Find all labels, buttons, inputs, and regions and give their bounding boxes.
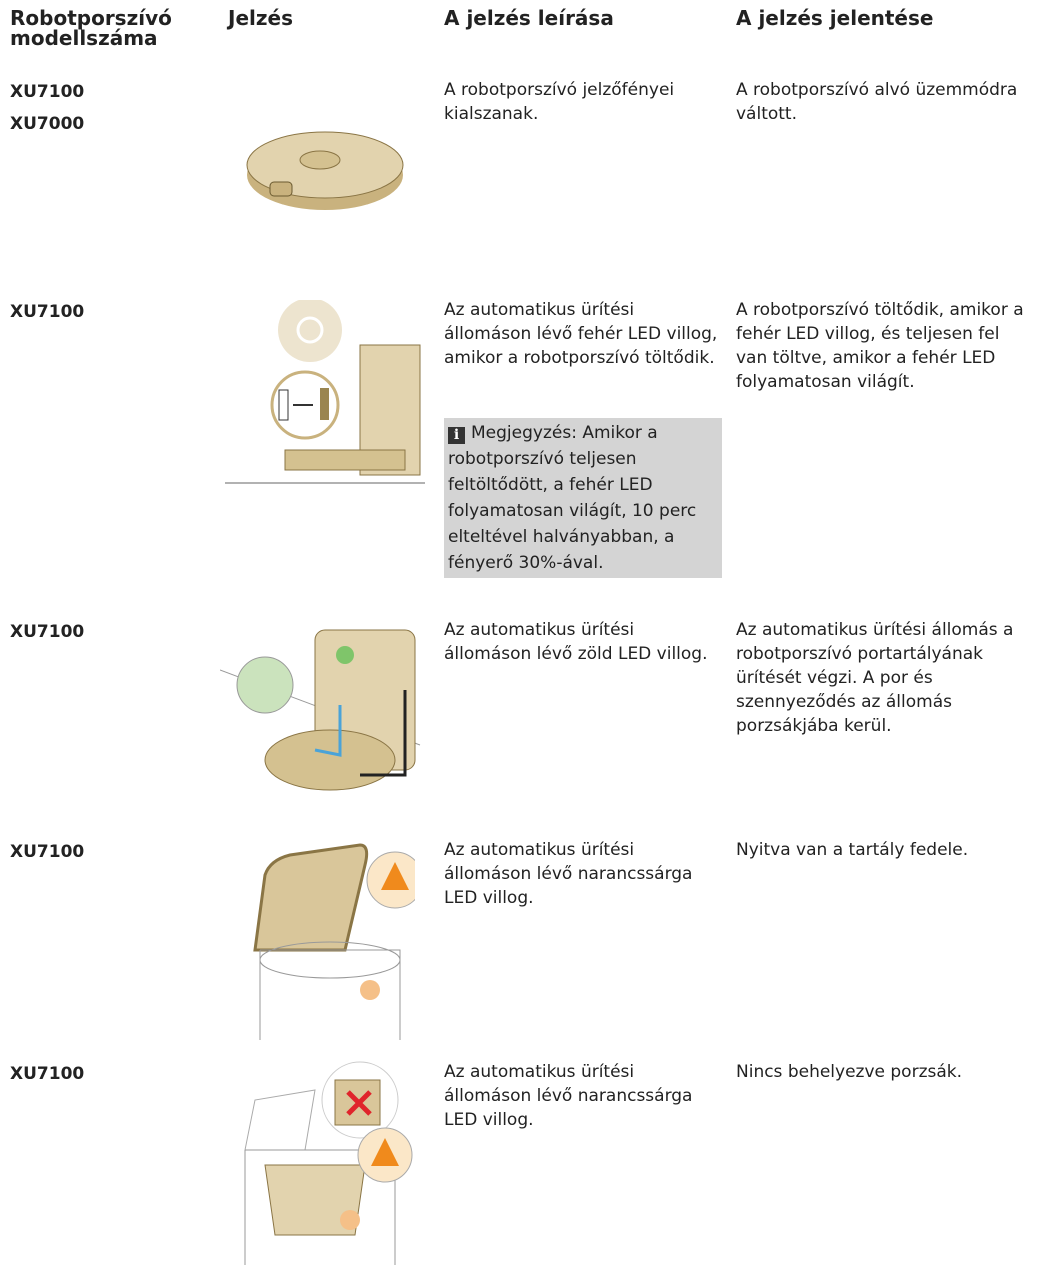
- model-number: XU7100: [10, 622, 85, 642]
- charging-illustration: [225, 300, 425, 484]
- header: A jelzés leírása: [444, 6, 614, 30]
- meaning: A robotporszívó alvó üzemmódra váltott.: [736, 80, 1018, 124]
- meaning: A robotporszívó töltődik, amikor a fehér…: [736, 300, 1024, 392]
- model-number: XU7000: [10, 114, 85, 134]
- no-bag-illustration: [244, 1061, 413, 1265]
- info-icon: i: [448, 427, 465, 444]
- note: i Megjegyzés: Amikor a robotporszívó telj…: [444, 418, 722, 578]
- description: Az automatikus ürítési állomáson lévő na…: [444, 840, 693, 908]
- model-number: XU7100: [10, 302, 85, 322]
- lid-open-illustration: [253, 843, 415, 1040]
- meaning: Az automatikus ürítési állomás a robotpo…: [736, 620, 1014, 736]
- model-number: XU7100: [10, 842, 85, 862]
- description: Az automatikus ürítési állomáson lévő fe…: [444, 300, 718, 368]
- header: Robotporszívó modellszáma: [10, 6, 172, 50]
- header: Jelzés: [228, 6, 293, 30]
- model-number: XU7100: [10, 82, 85, 102]
- robot-illustration: [246, 131, 404, 210]
- model-number: XU7100: [10, 1064, 85, 1084]
- meaning: Nyitva van a tartály fedele.: [736, 840, 969, 860]
- note-text: Megjegyzés: Amikor a robotporszívó telje…: [448, 423, 697, 573]
- meaning: Nincs behelyezve porzsák.: [736, 1062, 963, 1082]
- description: A robotporszívó jelzőfényei kialszanak.: [444, 80, 675, 124]
- description: Az automatikus ürítési állomáson lévő zö…: [444, 620, 708, 664]
- header: A jelzés jelentése: [736, 6, 934, 30]
- description: Az automatikus ürítési állomáson lévő na…: [444, 1062, 693, 1130]
- emptying-illustration: [220, 629, 421, 791]
